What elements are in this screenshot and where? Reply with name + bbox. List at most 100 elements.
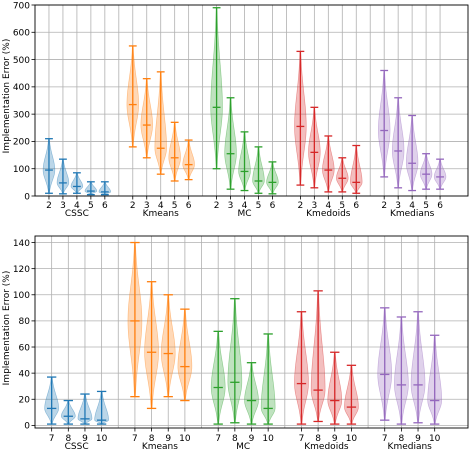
y-tick-label: 100	[13, 291, 30, 301]
method-label: Kmedians	[390, 209, 435, 219]
x-tick-label: 4	[409, 201, 415, 211]
y-tick-label: 500	[13, 56, 30, 66]
x-tick-label: 10	[262, 434, 274, 444]
y-axis-label: Implementation Error (%)	[2, 271, 12, 386]
violin-mc-5	[252, 146, 265, 194]
violin-kmeans-9	[160, 294, 176, 398]
y-tick-label: 40	[19, 369, 31, 379]
violin-kmedians-3	[391, 97, 405, 189]
violin-kmeans-7	[127, 241, 143, 398]
y-tick-label: 400	[13, 83, 30, 93]
violin-kmedians-7	[377, 307, 393, 421]
x-tick-label: 5	[339, 201, 345, 211]
method-label: Kmedoids	[306, 209, 351, 219]
violin-kmedians-9	[410, 311, 426, 424]
x-tick-label: 10	[346, 434, 358, 444]
x-tick-label: 4	[242, 201, 248, 211]
x-tick-label: 2	[381, 201, 387, 211]
x-tick-label: 10	[96, 434, 108, 444]
x-tick-label: 6	[353, 201, 359, 211]
x-tick-label: 5	[256, 201, 262, 211]
x-tick-label: 6	[437, 201, 443, 211]
y-tick-label: 100	[13, 165, 30, 175]
x-tick-label: 9	[249, 434, 255, 444]
method-label: CSSC	[65, 209, 89, 219]
violin-kmedians-2	[378, 69, 391, 178]
axes-frame	[34, 4, 469, 197]
violin-kmedians-5	[419, 153, 433, 190]
x-tick-label: 10	[179, 434, 191, 444]
violin-kmeans-5	[168, 121, 181, 182]
violin-kmedoids-7	[294, 311, 309, 425]
violin-kmedoids-10	[344, 364, 359, 425]
x-tick-label: 8	[232, 434, 238, 444]
violin-kmedians-6	[433, 158, 447, 190]
violin-kmedoids-9	[327, 351, 343, 425]
y-axis-label: Implementation Error (%)	[2, 39, 12, 154]
violin-cssc-8	[61, 399, 76, 425]
y-tick-label: 20	[19, 396, 31, 406]
x-tick-label: 4	[74, 201, 80, 211]
violin-kmeans-4	[154, 71, 167, 175]
violin-kmedoids-3	[308, 106, 321, 189]
y-tick-label: 300	[13, 110, 30, 120]
x-tick-label: 4	[325, 201, 331, 211]
x-tick-label: 6	[186, 201, 192, 211]
x-tick-label: 2	[298, 201, 304, 211]
violin-kmedians-8	[394, 316, 409, 425]
violin-kmeans-6	[182, 139, 195, 181]
x-tick-label: 8	[399, 434, 405, 444]
x-tick-label: 8	[65, 434, 71, 444]
violin-kmedoids-8	[310, 290, 326, 423]
y-tick-label: 600	[13, 29, 30, 39]
violin-mc-10	[260, 333, 276, 425]
method-label: Kmedoids	[304, 442, 349, 452]
x-tick-label: 7	[49, 434, 55, 444]
method-label: MC	[236, 442, 250, 452]
y-tick-label: 0	[24, 192, 30, 202]
x-tick-label: 9	[332, 434, 338, 444]
x-tick-label: 5	[423, 201, 429, 211]
x-tick-label: 9	[415, 434, 421, 444]
violin-mc-8	[227, 298, 243, 424]
x-tick-label: 3	[60, 201, 66, 211]
x-tick-label: 4	[158, 201, 164, 211]
y-tick-label: 120	[13, 265, 30, 275]
x-tick-label: 9	[165, 434, 171, 444]
violin-kmedoids-4	[322, 135, 335, 193]
x-tick-label: 7	[382, 434, 388, 444]
violin-kmeans-3	[140, 78, 153, 159]
y-tick-label: 200	[13, 138, 30, 148]
x-tick-label: 6	[102, 201, 108, 211]
violin-mc-3	[224, 97, 237, 190]
y-tick-label: 0	[24, 422, 30, 432]
x-tick-label: 8	[315, 434, 321, 444]
method-label: Kmeans	[142, 442, 178, 452]
x-tick-label: 2	[130, 201, 136, 211]
x-tick-label: 10	[429, 434, 441, 444]
x-tick-label: 3	[144, 201, 150, 211]
violin-cssc-3	[56, 158, 70, 195]
violin-cssc-9	[77, 393, 93, 425]
violin-kmeans-8	[144, 281, 159, 410]
violin-kmedoids-2	[294, 50, 307, 186]
x-tick-label: 3	[311, 201, 317, 211]
method-label: CSSC	[65, 442, 89, 452]
violin-kmeans-2	[126, 45, 139, 148]
violin-kmedoids-5	[336, 157, 349, 193]
violin-mc-2	[210, 7, 223, 170]
violin-cssc-5	[84, 181, 98, 196]
x-tick-label: 3	[228, 201, 234, 211]
y-tick-label: 80	[19, 317, 31, 327]
x-tick-label: 5	[172, 201, 178, 211]
violin-cssc-4	[70, 172, 84, 194]
x-tick-label: 6	[270, 201, 276, 211]
x-tick-label: 3	[395, 201, 401, 211]
violin-kmedians-10	[427, 334, 442, 425]
y-tick-label: 140	[13, 239, 30, 249]
x-tick-label: 5	[88, 201, 94, 211]
x-tick-label: 7	[132, 434, 138, 444]
